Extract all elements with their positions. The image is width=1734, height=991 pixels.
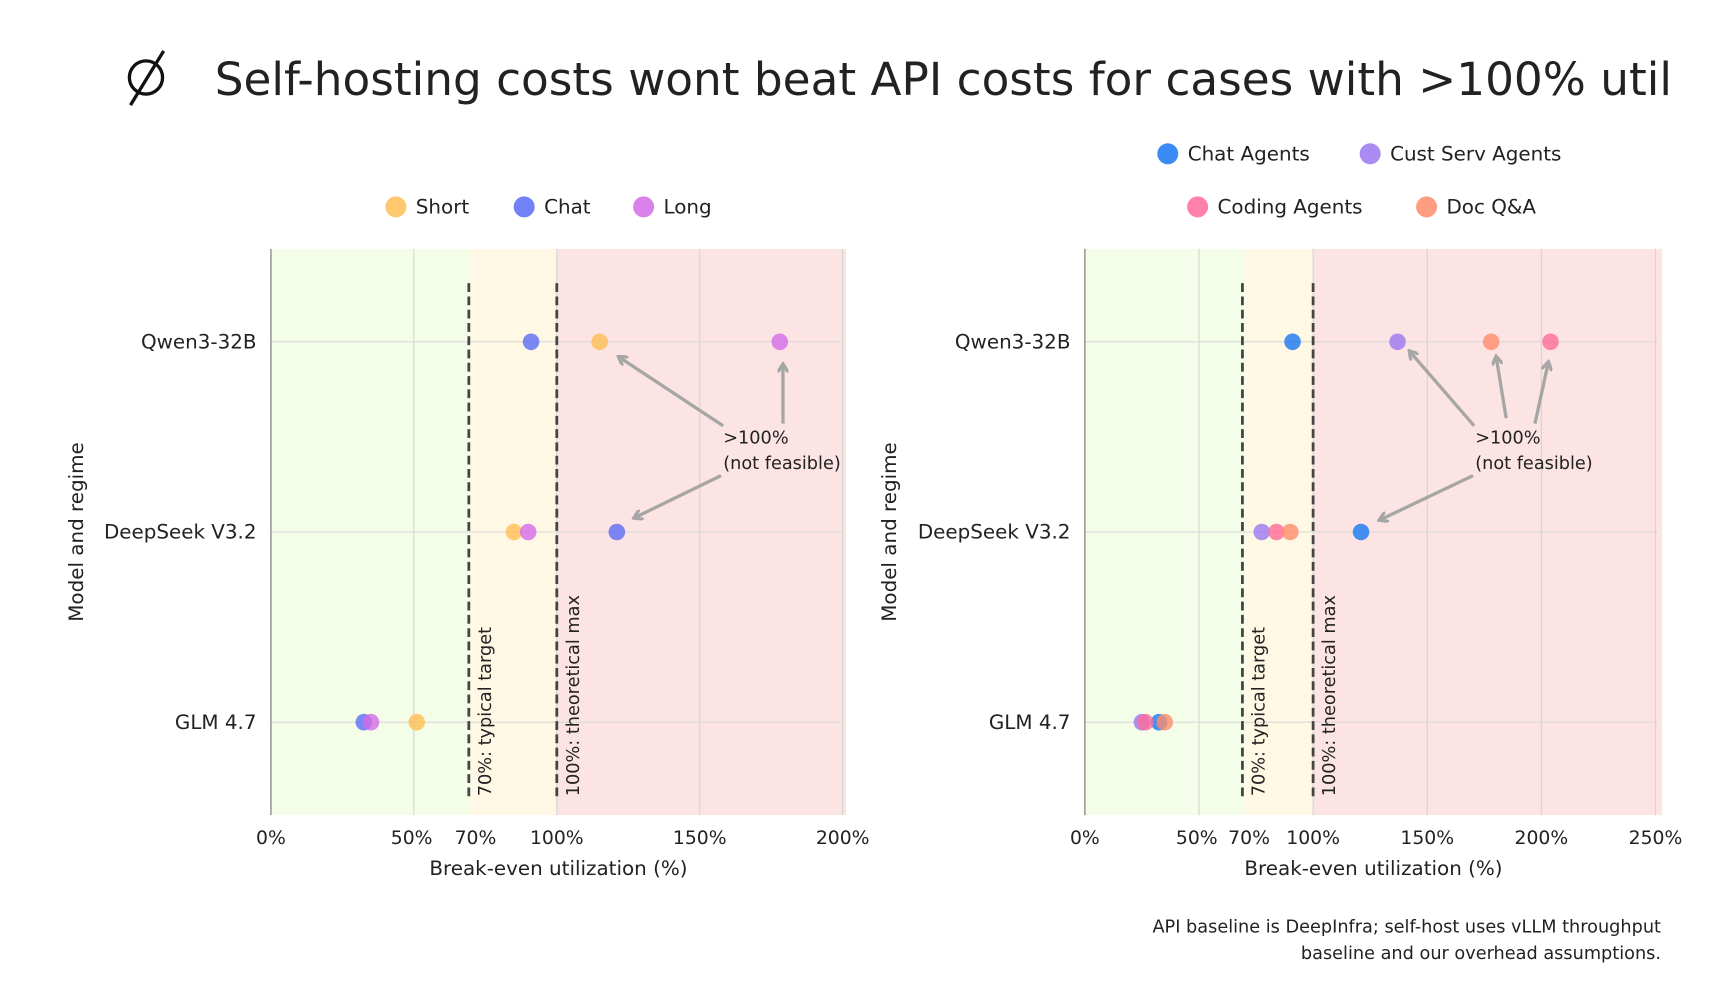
x-tick-label: 50% xyxy=(1176,828,1218,849)
data-point-short xyxy=(505,523,523,541)
chart-2: 0% 50% 70% 100% 150% 200% 250% Qwen3-32B DeepSee… xyxy=(878,142,1683,879)
data-point-long xyxy=(362,713,380,731)
x-axis-label: Break-even utilization (%) xyxy=(429,857,687,880)
annotation-arrow xyxy=(1410,352,1476,427)
x-tick-label: 200% xyxy=(1515,828,1569,849)
y-tick-label: DeepSeek V3.2 xyxy=(918,521,1071,544)
data-point-doc-q-a xyxy=(1281,523,1299,541)
annotation-arrow xyxy=(1496,357,1508,419)
data-point-chat-agents xyxy=(1352,523,1370,541)
data-point-coding-agents xyxy=(1542,333,1559,351)
x-tick-label: 150% xyxy=(1400,828,1454,849)
data-point-doc-q-a xyxy=(1156,713,1174,731)
reference-line-label: 100%: theoretical max xyxy=(564,595,584,796)
annotation-text-line-2: (not feasible) xyxy=(1475,454,1593,474)
reference-line-label: 100%: theoretical max xyxy=(1320,595,1340,796)
reference-line-label: 70%: typical target xyxy=(1250,627,1270,796)
data-point-short xyxy=(591,333,608,351)
annotation-text-line-2: (not feasible) xyxy=(723,454,841,474)
legend-marker xyxy=(1157,143,1179,165)
x-tick-label: 50% xyxy=(391,828,433,849)
x-tick-label: 200% xyxy=(816,828,870,849)
legend-marker xyxy=(1416,196,1438,218)
annotation-arrow xyxy=(619,357,725,428)
legend-marker xyxy=(513,196,535,218)
x-tick-label: 250% xyxy=(1629,828,1683,849)
legend-marker xyxy=(385,196,407,218)
annotation-text-line-1: >100% xyxy=(723,429,788,449)
footnote-line-1: API baseline is DeepInfra; self-host use… xyxy=(1152,917,1661,937)
data-point-short xyxy=(408,713,426,731)
footnote-line-2: baseline and our overhead assumptions. xyxy=(1301,944,1661,964)
x-tick-label: 0% xyxy=(1070,828,1100,849)
data-point-cust-serv-agents xyxy=(1253,523,1271,541)
data-point-chat-agents xyxy=(1284,333,1301,351)
y-tick-label: Qwen3-32B xyxy=(955,330,1071,353)
x-tick-label: 100% xyxy=(530,828,584,849)
data-point-coding-agents xyxy=(1137,713,1154,731)
x-tick-label: 70% xyxy=(455,828,497,849)
y-tick-label: GLM 4.7 xyxy=(989,711,1071,734)
data-point-doc-q-a xyxy=(1482,333,1500,351)
data-point-long xyxy=(519,523,537,541)
legend-label: Long xyxy=(664,196,712,219)
data-point-chat xyxy=(522,333,540,351)
legend-label: Short xyxy=(416,196,470,219)
chart-1: 0% 50% 70% 100% 150% 200% Qwen3-32B DeepSeek V3… xyxy=(65,196,870,880)
legend-marker xyxy=(633,196,655,218)
legend-label: Cust Serv Agents xyxy=(1390,142,1561,165)
annotation-arrow xyxy=(1380,474,1474,520)
x-tick-label: 100% xyxy=(1286,828,1340,849)
legend-label: Coding Agents xyxy=(1218,196,1363,219)
annotation-arrow xyxy=(635,474,722,518)
x-axis-label: Break-even utilization (%) xyxy=(1244,857,1502,880)
x-tick-label: 70% xyxy=(1228,828,1270,849)
y-axis-label: Model and regime xyxy=(878,442,901,622)
legend-marker xyxy=(1187,196,1209,218)
data-point-chat xyxy=(608,523,626,541)
legend-label: Chat xyxy=(544,196,591,219)
legend-marker xyxy=(1359,143,1381,165)
y-tick-label: GLM 4.7 xyxy=(175,711,257,734)
reference-line-label: 70%: typical target xyxy=(476,627,496,796)
chart-title: Self-hosting costs wont beat API costs f… xyxy=(215,53,1672,106)
x-tick-label: 0% xyxy=(256,828,286,849)
y-axis-label: Model and regime xyxy=(65,442,88,622)
y-tick-label: DeepSeek V3.2 xyxy=(104,521,257,544)
y-tick-label: Qwen3-32B xyxy=(141,330,257,353)
annotation-text-line-1: >100% xyxy=(1475,429,1540,449)
data-point-cust-serv-agents xyxy=(1389,333,1406,351)
data-point-long xyxy=(771,333,789,351)
annotation-arrow xyxy=(1533,363,1548,424)
data-point-coding-agents xyxy=(1268,523,1285,541)
logo-slashed-circle-icon xyxy=(127,50,166,106)
legend-label: Chat Agents xyxy=(1188,142,1310,165)
legend-label: Doc Q&A xyxy=(1446,196,1536,219)
x-tick-label: 150% xyxy=(673,828,727,849)
